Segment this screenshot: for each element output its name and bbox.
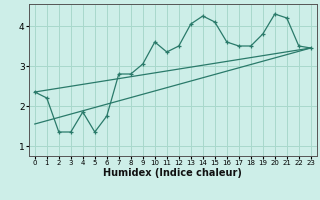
X-axis label: Humidex (Indice chaleur): Humidex (Indice chaleur) — [103, 168, 242, 178]
